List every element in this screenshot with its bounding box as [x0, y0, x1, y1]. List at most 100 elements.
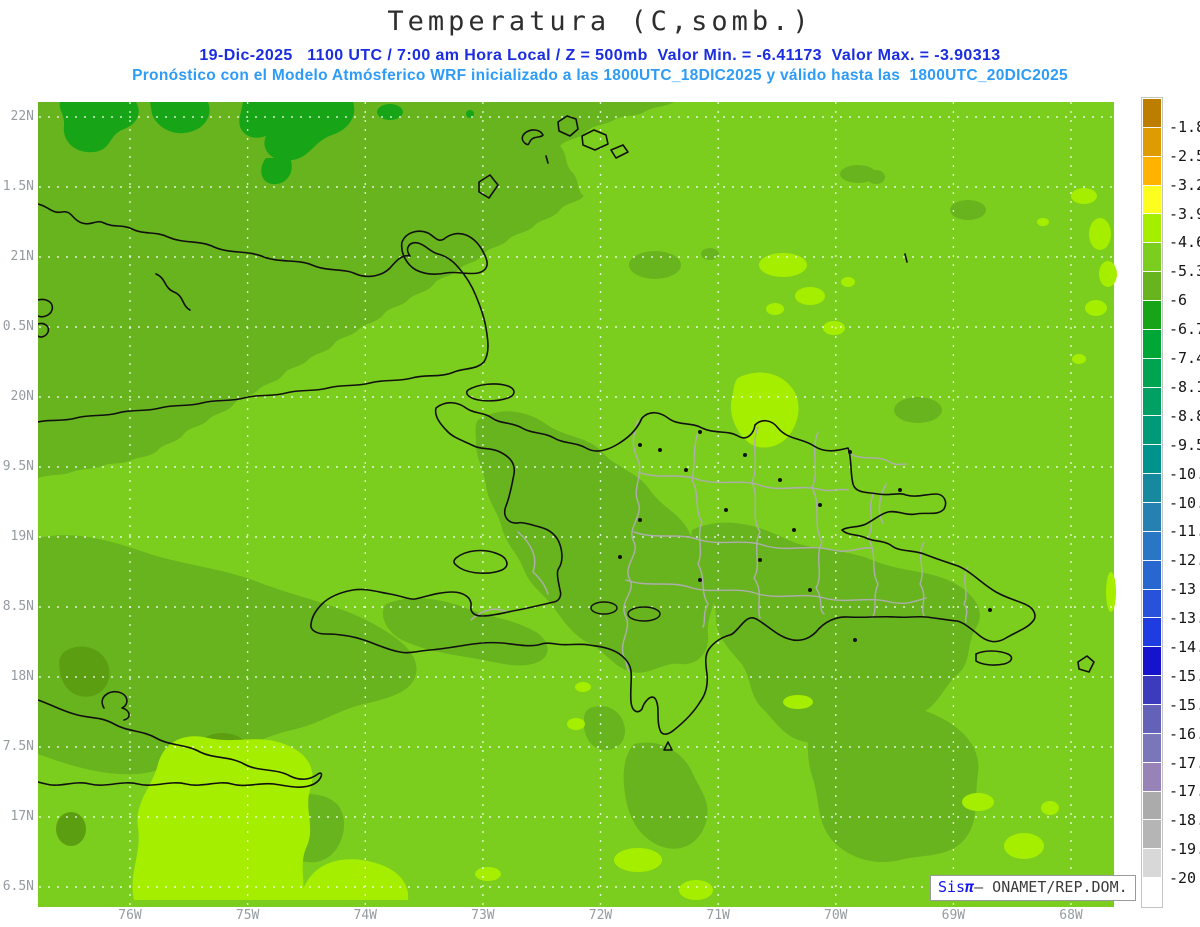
legend-color-cell	[1143, 99, 1161, 127]
lat-tick-label: 19N	[10, 529, 34, 544]
station-markers	[618, 430, 992, 642]
legend-color-cell	[1143, 444, 1161, 474]
legend-color-cell	[1143, 646, 1161, 676]
legend-value-label: -6.7	[1169, 320, 1200, 339]
coastline-tortue-island	[465, 383, 515, 402]
legend-value-label: -13.7	[1169, 609, 1200, 628]
legend-value-label: -10.2	[1169, 464, 1200, 483]
legend-value-label: -11.6	[1169, 522, 1200, 541]
legend-color-cell	[1143, 732, 1161, 762]
lat-tick-label: 21N	[10, 249, 34, 264]
legend-color-cell	[1143, 242, 1161, 272]
legend-color-cell	[1143, 271, 1161, 301]
coastline-caicos-2	[557, 115, 579, 137]
legend-color-cell	[1143, 126, 1161, 156]
legend-color-cell	[1143, 819, 1161, 849]
islet-tick-2	[904, 253, 908, 263]
legend-value-label: -15.8	[1169, 695, 1200, 714]
legend-color-cell	[1143, 588, 1161, 618]
legend-color-cell	[1143, 530, 1161, 560]
contour-map-svg	[30, 102, 1117, 907]
lon-tick-label: 76W	[118, 908, 142, 923]
lon-tick-label: 72W	[588, 908, 613, 923]
legend-value-label: -17.2	[1169, 753, 1200, 772]
legend-color-cell	[1143, 704, 1161, 733]
legend-value-label: -20	[1169, 869, 1197, 888]
coastline-saona-island	[975, 650, 1013, 666]
legend-color-cell	[1143, 559, 1161, 589]
contour-band-olive	[38, 102, 986, 863]
contour-band-bright	[132, 188, 1117, 900]
coastline-jamaica-east	[37, 699, 323, 788]
legend-color-cell	[1143, 473, 1161, 503]
legend-color-cell	[1143, 415, 1161, 445]
coastline-little-inagua	[478, 174, 499, 199]
lon-tick-label: 75W	[235, 908, 260, 923]
legend-value-label: -7.4	[1169, 349, 1200, 368]
legend-color-cell	[1143, 357, 1161, 387]
lon-tick-label: 74W	[353, 908, 377, 923]
legend-color-cell	[1143, 848, 1161, 878]
map-plot-area	[30, 102, 1135, 907]
legend-value-label: -3.2	[1169, 175, 1200, 194]
legend-value-label: -18.6	[1169, 811, 1200, 830]
legend-value-label: -16.5	[1169, 724, 1200, 743]
legend-value-label: -12.3	[1169, 551, 1200, 570]
province-borders	[470, 419, 969, 672]
watermark-agency: – ONAMET/REP.DOM.	[974, 878, 1128, 896]
lat-tick-label: 1.5N	[2, 179, 34, 194]
coastline-caicos-1	[521, 129, 544, 146]
coastline-great-inagua	[400, 230, 488, 276]
color-scale-bar	[1141, 97, 1163, 908]
legend-value-label: -19.3	[1169, 840, 1200, 859]
legend-value-label: -14.4	[1169, 637, 1200, 656]
lon-tick-label: 69W	[941, 908, 966, 923]
subtitle-datetime-minmax: 19-Dic-2025 1100 UTC / 7:00 am Hora Loca…	[199, 47, 1001, 64]
lat-tick-label: 6.5N	[2, 879, 34, 894]
coastline-mona-island	[1077, 655, 1095, 673]
subtitle-model-info: Pronóstico con el Modelo Atmósferico WRF…	[132, 67, 1068, 84]
contour-band-dark-green	[59, 102, 474, 185]
lat-tick-label: 8.5N	[2, 599, 34, 614]
lat-tick-label: 7.5N	[2, 739, 34, 754]
legend-color-cell	[1143, 877, 1161, 907]
lake-azuei	[590, 601, 618, 615]
lon-tick-label: 68W	[1059, 908, 1083, 923]
lat-tick-label: 18N	[10, 669, 34, 684]
river-cuba	[155, 273, 191, 311]
lat-tick-label: 0.5N	[2, 319, 34, 334]
lat-tick-label: 22N	[10, 109, 34, 124]
coastline-hispaniola	[310, 401, 1036, 735]
coastline-gonave-island	[453, 549, 508, 574]
lat-tick-label: 17N	[10, 809, 34, 824]
lon-tick-label: 70W	[824, 908, 848, 923]
coastline-caicos-4	[610, 144, 629, 159]
legend-color-cell	[1143, 184, 1161, 214]
legend-color-cell	[1143, 300, 1161, 329]
legend-value-label: -9.5	[1169, 435, 1200, 454]
pi-icon: π	[965, 878, 975, 896]
legend-value-label: -1.8	[1169, 117, 1200, 136]
legend-value-label: -5.3	[1169, 262, 1200, 281]
legend-color-cell	[1143, 617, 1161, 647]
page-title: Temperatura (C,somb.)	[387, 6, 813, 37]
coastline-jamaica-squiggle	[101, 690, 130, 721]
lon-tick-label: 73W	[471, 908, 495, 923]
legend-value-label: -2.5	[1169, 146, 1200, 165]
legend-value-label: -8.1	[1169, 377, 1200, 396]
lon-tick-label: 71W	[706, 908, 730, 923]
legend-value-label: -8.8	[1169, 406, 1200, 425]
legend-value-label: -15.1	[1169, 666, 1200, 685]
legend-color-cell	[1143, 213, 1161, 243]
coastline-beata-island	[663, 741, 673, 751]
coastline-cuba-left-hooks	[37, 298, 54, 338]
legend-color-cell	[1143, 155, 1161, 185]
legend-value-label: -10.9	[1169, 493, 1200, 512]
legend-value-label: -6	[1169, 291, 1188, 310]
legend-value-label: -4.6	[1169, 233, 1200, 252]
lat-tick-label: 9.5N	[2, 459, 34, 474]
legend-value-label: -3.9	[1169, 204, 1200, 223]
lat-tick-label: 20N	[10, 389, 34, 404]
lake-enriquillo	[627, 606, 661, 622]
